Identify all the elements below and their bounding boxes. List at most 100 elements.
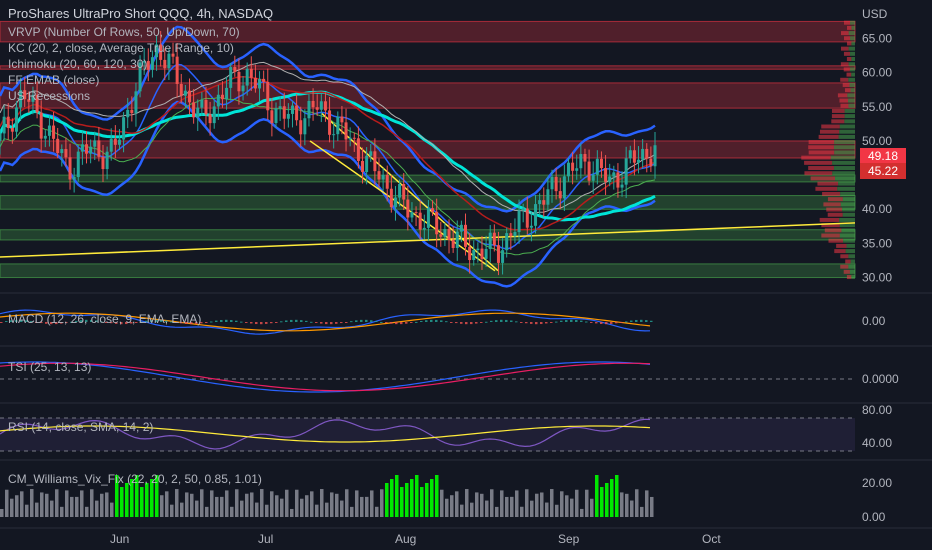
- vixfix-bar: [490, 489, 494, 517]
- vixfix-bar: [195, 500, 199, 517]
- candle-body: [356, 138, 360, 161]
- macd-histogram-bar: [330, 322, 333, 325]
- candle-body: [476, 248, 480, 251]
- rsi-label[interactable]: RSI (14, close, SMA, 14, 2): [8, 420, 154, 434]
- vixfix-bar: [430, 479, 434, 517]
- macd-histogram-bar: [625, 321, 628, 323]
- candle-body: [97, 140, 101, 157]
- zone-resistance: [0, 82, 856, 109]
- vixfix-bar: [410, 479, 414, 517]
- profile-bar-up: [846, 243, 855, 248]
- profile-bar-up: [832, 171, 855, 176]
- indicator-recessions[interactable]: US Recessions: [8, 89, 91, 103]
- time-tick-label: Sep: [558, 532, 580, 546]
- candle-body: [43, 135, 47, 139]
- indicator-kc[interactable]: KC (20, 2, close, Average True Range, 10…: [8, 41, 234, 55]
- macd-histogram-bar: [575, 320, 578, 322]
- indicator-ichimoku[interactable]: Ichimoku (20, 60, 120, 30): [8, 57, 148, 71]
- tsi-label[interactable]: TSI (25, 13, 13): [8, 360, 92, 374]
- candle-body: [266, 81, 270, 111]
- vixfix-bar: [165, 491, 169, 517]
- candle-body: [344, 122, 348, 140]
- candle-body: [183, 90, 187, 96]
- candle-body: [620, 184, 624, 188]
- candle-body: [513, 232, 517, 237]
- profile-bar-down: [808, 150, 835, 155]
- indicator-vrvp[interactable]: VRVP (Number Of Rows, 50, Up/Down, 70): [8, 25, 240, 39]
- macd-histogram-bar: [400, 322, 403, 325]
- macd-histogram-bar: [450, 322, 453, 323]
- macd-histogram-bar: [165, 320, 168, 322]
- candle-body: [229, 67, 233, 88]
- candle-body: [52, 125, 56, 139]
- candle-body: [361, 160, 365, 173]
- profile-bar-up: [844, 119, 855, 124]
- indicator-ffemab[interactable]: FF EMAB (close): [8, 73, 100, 87]
- macd-histogram-bar: [210, 321, 213, 323]
- macd-histogram-bar: [480, 322, 483, 323]
- vixfix-bar: [250, 492, 254, 517]
- profile-bar-down: [843, 51, 851, 56]
- vixfix-bar: [575, 489, 579, 517]
- candle-body: [187, 90, 191, 103]
- vixfix-bar: [565, 495, 569, 517]
- candle-body: [521, 208, 525, 211]
- macd-histogram-bar: [50, 322, 53, 325]
- macd-signal: [0, 312, 651, 332]
- macd-histogram-bar: [245, 322, 248, 323]
- macd-histogram-bar: [265, 322, 268, 324]
- vixfix-bar: [395, 475, 399, 517]
- vixfix-bar: [595, 475, 599, 517]
- candle-body: [249, 68, 253, 78]
- profile-bar-down: [821, 223, 840, 228]
- macd-histogram-bar: [390, 322, 393, 324]
- candle-body: [393, 197, 397, 208]
- candle-body: [138, 62, 142, 92]
- vixfix-bar: [175, 489, 179, 517]
- subpane-tick-label: 0.00: [862, 314, 886, 328]
- macd-histogram-bar: [300, 320, 303, 322]
- vixfix-label[interactable]: CM_Williams_Vix_Fix (22, 20, 2, 50, 0.85…: [8, 472, 262, 486]
- vixfix-bar: [330, 492, 334, 517]
- candle-body: [262, 78, 266, 82]
- macd-histogram-bar: [160, 319, 163, 322]
- vixfix-bar: [465, 489, 469, 517]
- candle-body: [496, 245, 500, 263]
- vixfix-bar: [290, 508, 294, 517]
- macd-histogram-bar: [410, 322, 413, 323]
- profile-bar-up: [840, 202, 855, 207]
- chart-title: ProShares UltraPro Short QQQ, 4h, NASDAQ: [8, 6, 274, 21]
- vixfix-bar: [485, 500, 489, 517]
- vixfix-bar: [400, 487, 404, 517]
- profile-bar-up: [839, 223, 855, 228]
- candle-body: [435, 211, 439, 235]
- profile-bar-up: [833, 145, 855, 150]
- macd-histogram-bar: [20, 319, 23, 322]
- macd-histogram-bar: [10, 320, 13, 322]
- zone-resistance: [0, 140, 856, 159]
- vixfix-bar: [460, 504, 464, 517]
- macd-histogram-bar: [120, 322, 123, 325]
- macd-histogram-bar: [645, 320, 648, 322]
- vixfix-bar: [625, 493, 629, 517]
- candle-body: [402, 183, 406, 200]
- macd-histogram-bar: [325, 322, 328, 325]
- profile-bar-down: [822, 191, 841, 196]
- candlesticks: [0, 30, 657, 276]
- vixfix-bar: [620, 492, 624, 517]
- vixfix-bar: [25, 504, 29, 517]
- macd-histogram-bar: [520, 322, 523, 323]
- macd-histogram-bar: [255, 322, 258, 325]
- price-tick-label: 30.00: [862, 271, 892, 285]
- vixfix-bar: [60, 506, 64, 517]
- vixfix-bar: [255, 502, 259, 517]
- macd-label[interactable]: MACD (12, 26, close, 9, EMA, EMA): [8, 312, 202, 326]
- tsi-signal: [0, 362, 651, 392]
- profile-bar-up: [848, 77, 855, 82]
- vixfix-bar: [40, 492, 44, 517]
- candle-body: [270, 110, 274, 124]
- candle-body: [468, 246, 472, 261]
- vixfix-bar: [445, 498, 449, 517]
- candle-body: [377, 171, 381, 180]
